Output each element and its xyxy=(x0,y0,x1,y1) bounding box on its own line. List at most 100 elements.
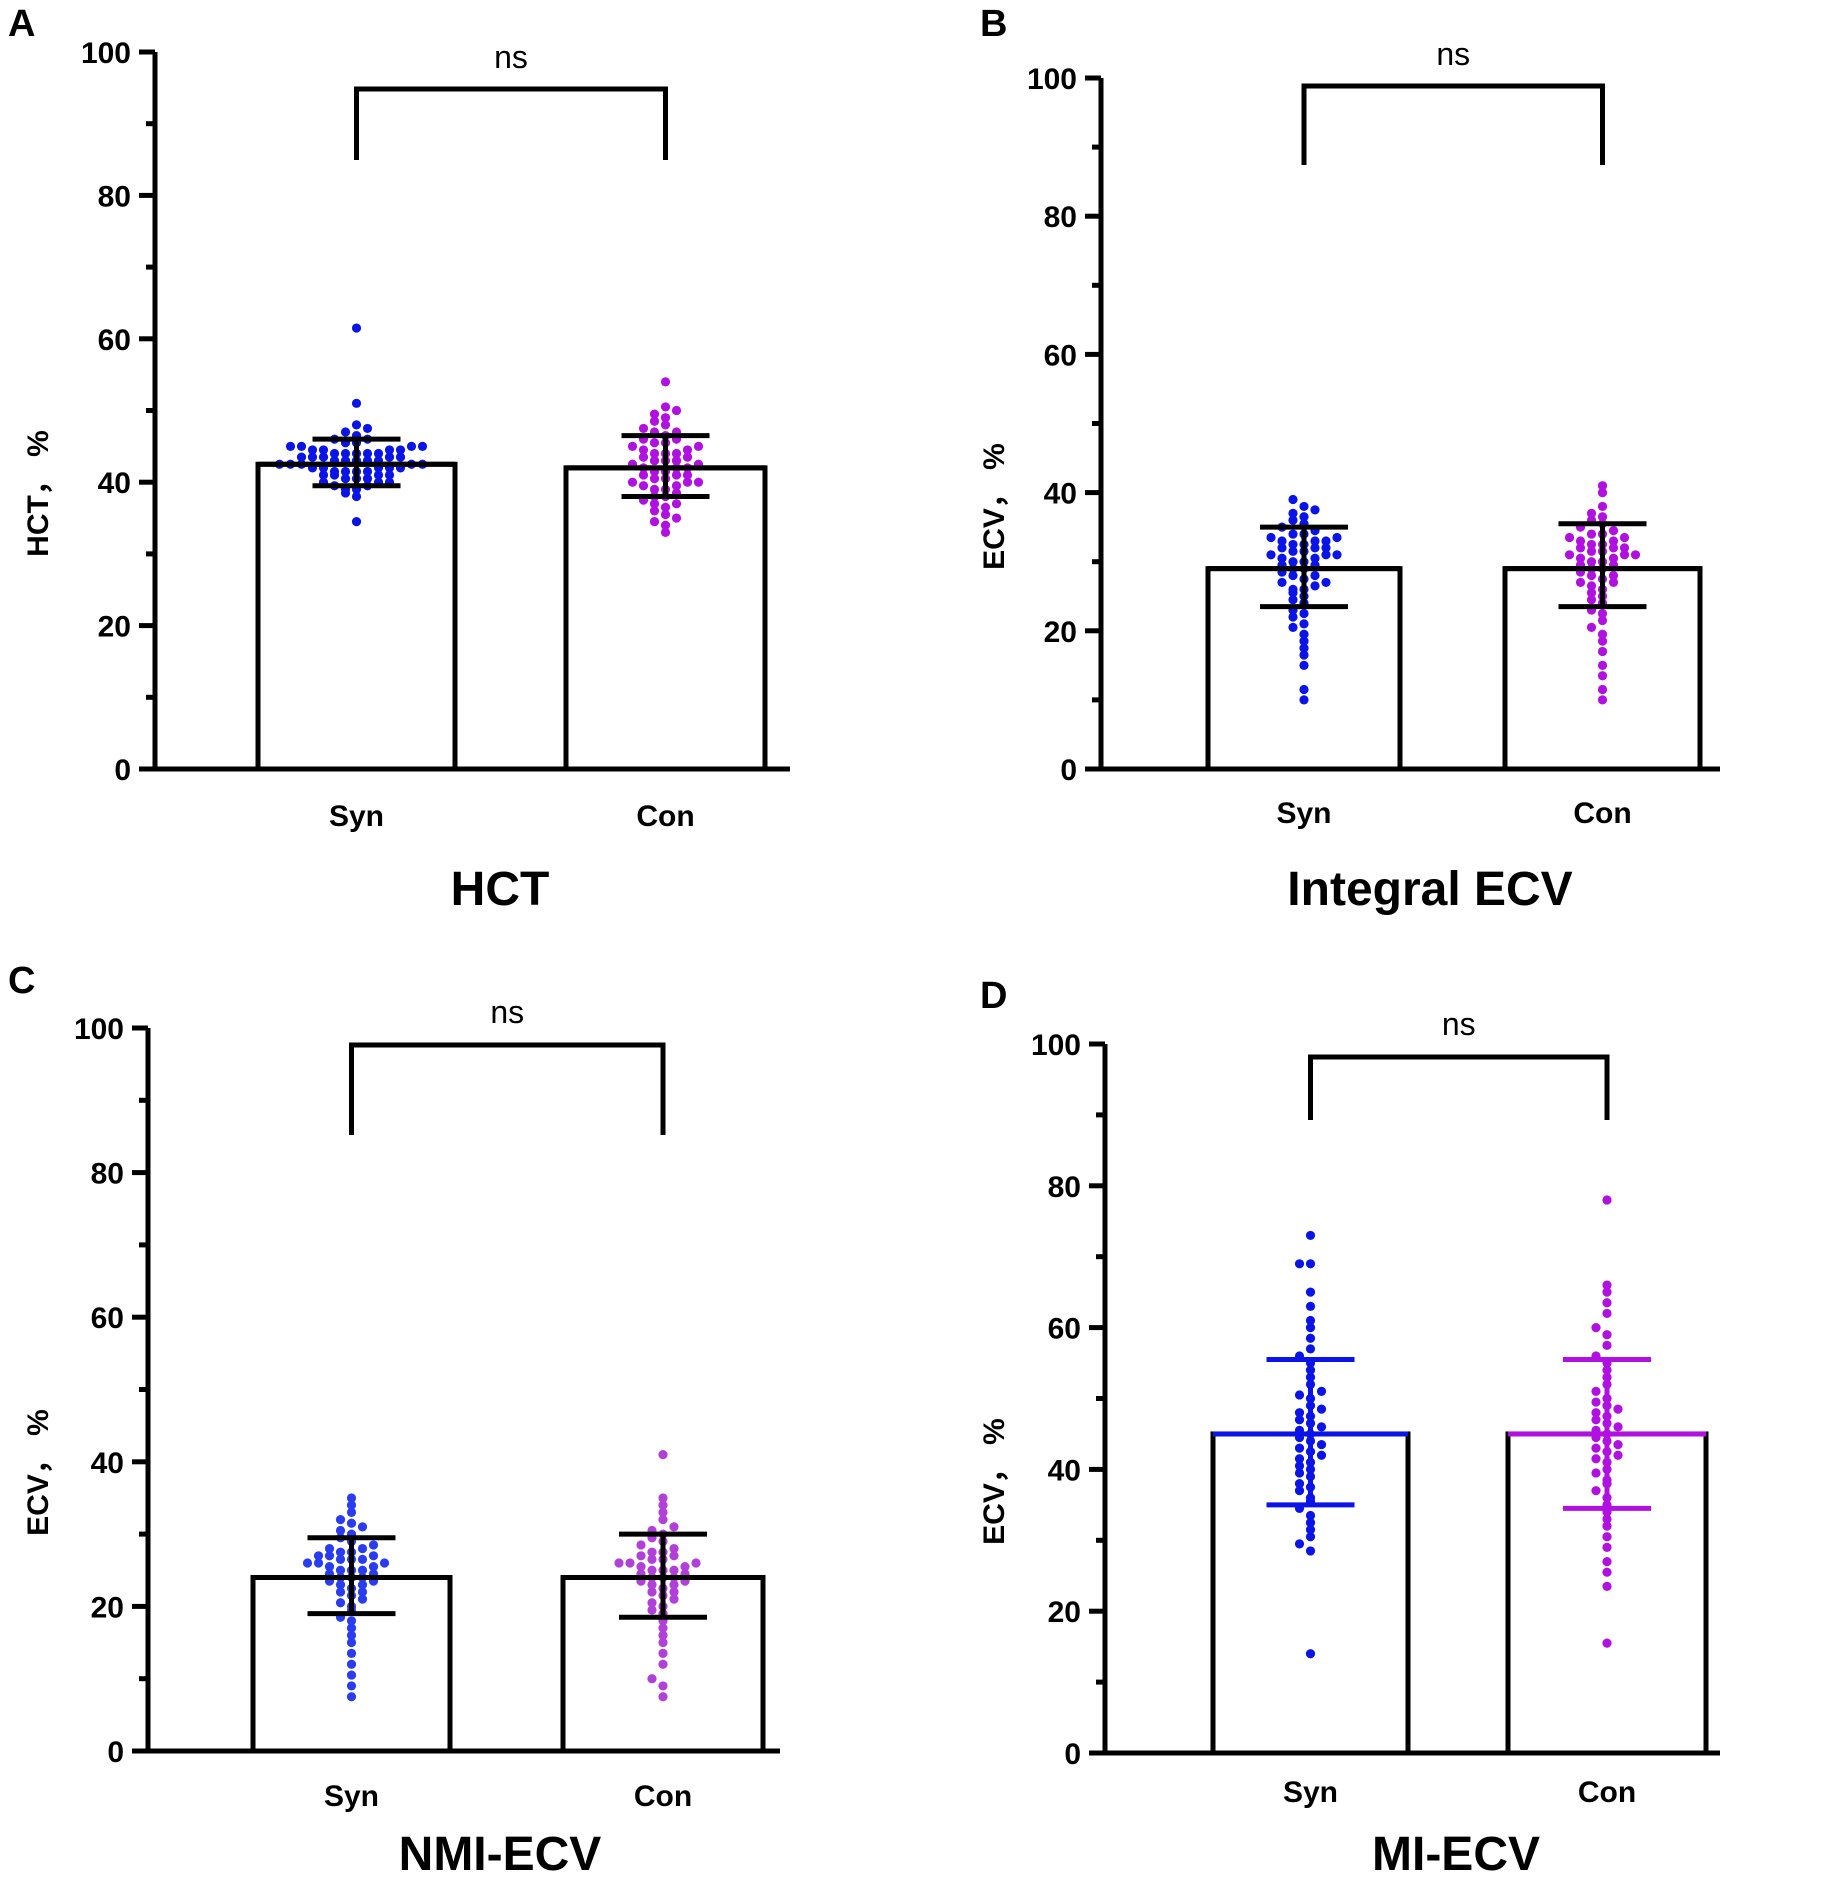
data-point xyxy=(1277,543,1287,553)
y-tick-label: 100 xyxy=(81,37,131,70)
data-point xyxy=(680,1562,690,1572)
y-tick-label: 100 xyxy=(1027,63,1077,96)
data-point xyxy=(1277,536,1287,546)
data-point xyxy=(384,445,395,455)
data-point xyxy=(1294,1468,1305,1478)
data-point xyxy=(357,1580,368,1590)
data-point xyxy=(384,470,395,480)
data-point xyxy=(1305,1287,1316,1297)
data-point xyxy=(658,1692,668,1702)
data-point xyxy=(1299,643,1309,653)
data-point xyxy=(647,1580,657,1590)
data-point xyxy=(346,1518,357,1528)
data-point xyxy=(647,1605,657,1615)
y-tick-label: 40 xyxy=(1048,1454,1081,1487)
y-tick-label: 40 xyxy=(1044,478,1077,511)
data-point xyxy=(1564,550,1575,560)
data-point xyxy=(357,1522,368,1532)
data-point xyxy=(669,1594,679,1604)
data-point xyxy=(1586,588,1597,598)
panel-c: C 0 20 40 60 80 100 ECV， % Syn Con ns NMI-ECV xyxy=(8,960,780,1877)
data-point xyxy=(368,1562,379,1572)
data-point xyxy=(1316,1439,1327,1450)
data-point xyxy=(1321,543,1331,553)
data-point xyxy=(307,445,318,455)
y-tick-label: 80 xyxy=(1048,1171,1081,1204)
data-point xyxy=(296,441,307,451)
panel-b: B 0 20 40 60 80 100 ECV， % Syn Con ns Integral ECV xyxy=(978,3,1720,916)
data-point xyxy=(1586,570,1597,581)
chart-title: Integral ECV xyxy=(1287,863,1572,916)
significance-bracket xyxy=(354,86,668,160)
data-point xyxy=(669,1551,679,1561)
data-point xyxy=(647,1565,657,1575)
data-point xyxy=(1288,539,1298,550)
data-point xyxy=(1591,1408,1601,1418)
data-point xyxy=(1299,629,1309,639)
y-tick-label: 60 xyxy=(1048,1313,1081,1346)
data-point xyxy=(1332,532,1342,543)
data-point xyxy=(638,445,649,455)
data-point xyxy=(658,1449,668,1460)
data-point xyxy=(1321,577,1331,588)
x-category-label: Con xyxy=(634,1780,692,1813)
data-point xyxy=(1591,1443,1601,1453)
y-tick-label: 100 xyxy=(74,1013,124,1046)
data-point xyxy=(1288,494,1298,505)
y-tick-label: 20 xyxy=(98,611,131,644)
data-point xyxy=(671,456,682,466)
data-point xyxy=(638,423,649,434)
panel-letter: D xyxy=(980,975,1007,1017)
data-point xyxy=(1288,529,1298,539)
data-point xyxy=(351,491,362,502)
data-point xyxy=(1591,1486,1601,1496)
data-point xyxy=(1294,1390,1305,1400)
y-tick-label: 40 xyxy=(98,467,131,500)
data-point xyxy=(1288,557,1298,567)
data-point xyxy=(1305,1301,1316,1311)
data-point xyxy=(636,1551,646,1561)
data-point xyxy=(636,1540,646,1550)
data-point xyxy=(649,416,660,426)
data-point xyxy=(313,1551,324,1561)
data-point xyxy=(357,1587,368,1597)
data-point xyxy=(1602,1298,1612,1308)
data-point xyxy=(649,456,660,466)
data-point xyxy=(1602,1581,1612,1591)
data-point xyxy=(1597,636,1608,646)
data-point xyxy=(649,474,660,484)
data-point xyxy=(1316,1422,1327,1432)
data-point xyxy=(302,1558,313,1568)
y-tick-label: 20 xyxy=(1044,616,1077,649)
data-point xyxy=(357,1554,368,1565)
data-point xyxy=(1266,532,1276,543)
data-point xyxy=(1619,532,1630,543)
data-point xyxy=(671,481,682,491)
y-tick-label: 80 xyxy=(1044,201,1077,234)
data-point xyxy=(1575,553,1586,563)
data-point xyxy=(658,1637,668,1648)
data-point xyxy=(346,1681,357,1691)
data-point xyxy=(1305,1546,1316,1556)
data-point xyxy=(1299,512,1309,522)
data-point xyxy=(660,377,671,387)
chart-title: NMI-ECV xyxy=(399,1828,602,1877)
panel-letter: C xyxy=(8,960,35,1002)
data-point xyxy=(660,420,671,430)
data-point xyxy=(318,470,329,480)
data-point xyxy=(340,427,351,437)
data-point xyxy=(1613,1422,1623,1432)
significance-bracket xyxy=(349,1042,666,1135)
data-point xyxy=(647,1587,657,1597)
data-point xyxy=(1299,660,1309,670)
data-point xyxy=(1608,536,1619,546)
bar-syn xyxy=(255,461,458,772)
data-point xyxy=(660,402,671,412)
data-point xyxy=(384,452,395,462)
data-point xyxy=(1305,1532,1316,1542)
data-point xyxy=(1575,536,1586,546)
data-point xyxy=(340,474,351,484)
data-point xyxy=(346,1630,357,1640)
data-point xyxy=(346,1623,357,1633)
data-point xyxy=(335,1565,346,1575)
